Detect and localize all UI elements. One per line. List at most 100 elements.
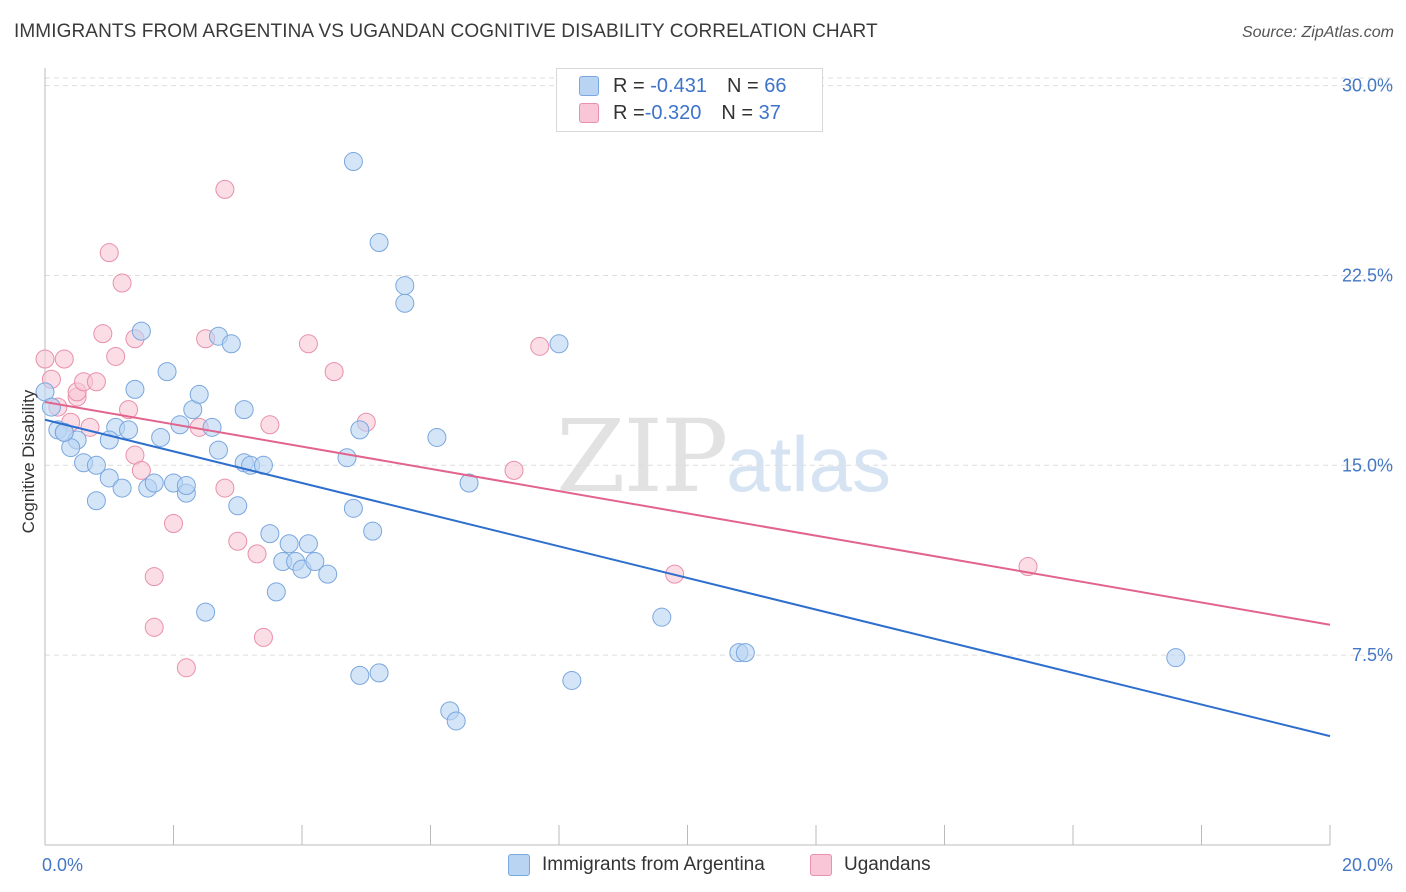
argentina-point <box>196 602 216 622</box>
argentina-point <box>363 521 383 541</box>
argentina-point <box>735 643 755 663</box>
ugandan-point <box>131 460 151 480</box>
ugandan-point <box>144 617 164 637</box>
ugandans-trend-line <box>44 401 1331 626</box>
legend-swatch-blue <box>508 854 530 876</box>
argentina-point <box>131 321 151 341</box>
argentina-point <box>99 468 119 488</box>
argentina-point <box>151 427 171 447</box>
legend-swatch-pink <box>579 103 599 123</box>
ugandan-point <box>176 658 196 678</box>
legend-n-value: 37 <box>758 101 781 124</box>
legend-n-label: N = <box>726 74 759 97</box>
argentina-point <box>112 478 132 498</box>
legend-r-label: R = <box>613 74 645 97</box>
x-tick-label: 0.0% <box>42 855 83 875</box>
argentina-point <box>298 534 318 554</box>
argentina-point <box>228 496 248 516</box>
legend-row-ugandans: R = -0.320 N = 37 <box>579 100 781 126</box>
argentina-point <box>260 524 280 544</box>
argentina-point <box>318 564 338 584</box>
argentina-point <box>208 440 228 460</box>
argentina-point <box>144 473 164 493</box>
argentina-point <box>350 420 370 440</box>
legend-swatch-pink <box>810 854 832 876</box>
argentina-point <box>202 417 222 437</box>
argentina-point <box>369 663 389 683</box>
argentina-point <box>279 534 299 554</box>
argentina-point <box>427 427 447 447</box>
argentina-trend-line <box>44 418 1331 738</box>
ugandan-point <box>119 400 139 420</box>
y-tick-label: 22.5% <box>1342 265 1393 285</box>
ugandan-point <box>247 544 267 564</box>
grid <box>45 77 1392 656</box>
argentina-point <box>189 384 209 404</box>
y-tick-label: 30.0% <box>1342 76 1393 96</box>
argentina-point <box>119 420 139 440</box>
argentina-point <box>562 670 582 690</box>
legend-r-value: -0.320 <box>644 101 702 124</box>
chart-title: IMMIGRANTS FROM ARGENTINA VS UGANDAN COG… <box>14 21 878 42</box>
ugandan-point <box>253 627 273 647</box>
argentina-point <box>395 276 415 296</box>
ugandan-point <box>504 460 524 480</box>
argentina-point <box>266 582 286 602</box>
x-tick-label: 20.0% <box>1342 855 1393 875</box>
ugandan-point <box>99 243 119 263</box>
argentina-point <box>343 498 363 518</box>
stats-legend: R = -0.431 N = 66 R = -0.320 N = 37 <box>556 68 823 132</box>
legend-r-value: -0.431 <box>650 74 707 97</box>
ugandan-point <box>298 334 318 354</box>
trend-lines <box>44 401 1331 738</box>
ugandan-point <box>228 531 248 551</box>
argentina-point <box>350 665 370 685</box>
series-legend-label: Immigrants from Argentina <box>542 854 765 875</box>
legend-swatch-blue <box>579 76 599 96</box>
argentina-point <box>395 293 415 313</box>
axes <box>44 68 1331 846</box>
argentina-points <box>35 152 1186 731</box>
ugandan-point <box>215 179 235 199</box>
ugandan-point <box>324 362 344 382</box>
argentina-point <box>157 362 177 382</box>
legend-n-value: 66 <box>764 74 787 97</box>
ugandan-point <box>164 514 183 534</box>
ugandan-point <box>530 336 550 356</box>
argentina-point <box>86 491 106 511</box>
argentina-point <box>1166 648 1186 668</box>
ugandan-point <box>215 478 235 498</box>
y-tick-label: 15.0% <box>1342 455 1393 475</box>
argentina-point <box>86 455 106 475</box>
watermark-atlas: atlas <box>726 420 892 508</box>
legend-r-label: R = <box>613 101 645 124</box>
argentina-point <box>125 379 145 399</box>
argentina-point <box>99 430 119 450</box>
legend-row-argentina: R = -0.431 N = 66 <box>579 73 786 99</box>
series-legend-label: Ugandans <box>844 854 931 875</box>
ugandan-point <box>35 349 55 369</box>
argentina-point <box>54 422 74 442</box>
argentina-point <box>41 397 61 417</box>
y-tick-label: 7.5% <box>1352 645 1393 665</box>
ugandan-point <box>54 349 74 369</box>
tick-labels: 7.5% 15.0% 22.5% 30.0% 0.0% 20.0% Cognitive Di… <box>19 76 1393 875</box>
ugandan-point <box>86 372 106 392</box>
argentina-point <box>337 448 357 468</box>
argentina-point <box>459 473 479 493</box>
legend-n-label: N = <box>721 101 754 124</box>
argentina-point <box>446 711 466 731</box>
ugandan-point <box>106 346 126 366</box>
argentina-point <box>549 334 569 354</box>
ugandan-point <box>93 324 113 344</box>
argentina-point <box>343 152 363 172</box>
series-legend-ugandans: Ugandans <box>810 852 931 878</box>
ugandan-point <box>260 415 280 435</box>
ugandan-point <box>144 567 164 587</box>
y-axis-label: Cognitive Disability <box>19 389 38 533</box>
argentina-point <box>176 476 196 496</box>
argentina-point <box>234 400 254 420</box>
argentina-point <box>369 233 389 253</box>
argentina-point <box>305 551 325 571</box>
